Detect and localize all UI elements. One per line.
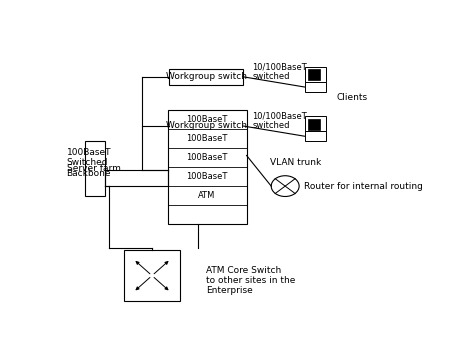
Text: 100BaseT: 100BaseT [186,153,228,162]
Bar [308,69,320,80]
Bar [169,118,243,134]
Text: 100BaseT: 100BaseT [186,172,228,181]
Text: Server farm: Server farm [66,164,120,173]
Bar [305,131,326,141]
Text: ATM Core Switch
to other sites in the
Enterprise: ATM Core Switch to other sites in the En… [206,266,296,295]
Text: switched: switched [252,121,290,130]
Text: 100BaseT
Switched
Backbone: 100BaseT Switched Backbone [66,148,111,178]
Text: 10/100BaseT: 10/100BaseT [252,112,307,121]
Bar [305,82,326,92]
Text: 10/100BaseT: 10/100BaseT [252,63,307,72]
Text: Workgroup switch: Workgroup switch [166,121,246,131]
Bar [124,250,181,301]
Text: 100BaseT: 100BaseT [186,115,228,124]
Bar [305,67,326,82]
Bar [169,69,243,85]
Text: switched: switched [252,72,290,81]
Text: ATM: ATM [199,191,216,200]
Bar [305,116,326,131]
Text: VLAN trunk: VLAN trunk [271,158,322,167]
Text: Workgroup switch: Workgroup switch [166,72,246,81]
Text: Clients: Clients [337,93,368,102]
Bar [308,119,320,130]
Bar [85,141,105,196]
Bar [308,69,320,80]
Bar [168,110,246,224]
Text: Router for internal routing: Router for internal routing [303,182,422,191]
Text: 100BaseT: 100BaseT [186,134,228,143]
Bar [308,119,320,130]
